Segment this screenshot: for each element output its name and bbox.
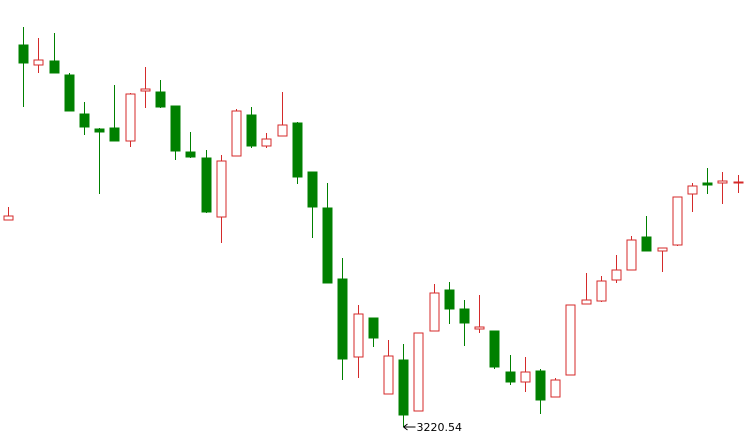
- candle-body: [520, 371, 531, 383]
- candle-body: [337, 278, 348, 360]
- candle-body: [687, 185, 698, 195]
- annotation: 3220.54: [417, 421, 463, 434]
- candle-body: [64, 74, 75, 112]
- candle-body: [444, 289, 455, 310]
- candle-body: [79, 113, 90, 128]
- candle-body: [170, 105, 181, 152]
- candle-body: [261, 138, 272, 147]
- candle-body: [489, 330, 500, 368]
- candle-body: [733, 181, 744, 184]
- annotation-arrowhead: [403, 423, 408, 431]
- candle-body: [550, 379, 561, 398]
- candle-body: [292, 122, 303, 178]
- candle-body: [626, 239, 637, 271]
- candle-body: [474, 326, 485, 330]
- candle-body: [49, 60, 60, 74]
- candle-body: [216, 160, 227, 218]
- candle-body: [185, 151, 196, 158]
- candle-body: [155, 91, 166, 108]
- candle-body: [201, 157, 212, 213]
- candle-body: [125, 93, 136, 142]
- candle-body: [140, 88, 151, 92]
- candle-body: [657, 247, 668, 252]
- candle-body: [565, 304, 576, 376]
- candle-body: [717, 180, 728, 184]
- candle-body: [535, 370, 546, 401]
- candle-body: [429, 292, 440, 332]
- candle-body: [353, 313, 364, 358]
- candle-body: [672, 196, 683, 246]
- candle-body: [413, 332, 424, 412]
- candle-body: [231, 110, 242, 157]
- candle-body: [641, 236, 652, 252]
- candle-body: [702, 182, 713, 186]
- candle-body: [109, 127, 120, 142]
- candle-body: [398, 359, 409, 416]
- candle-body: [596, 280, 607, 302]
- candle-body: [383, 355, 394, 395]
- candle-body: [581, 299, 592, 305]
- candle-body: [322, 207, 333, 284]
- candle-body: [33, 59, 44, 66]
- candle-body: [368, 317, 379, 339]
- candle-body: [611, 269, 622, 281]
- candle-body: [246, 114, 257, 147]
- candle-body: [459, 308, 470, 324]
- candle-body: [307, 171, 318, 208]
- candle-body: [18, 44, 29, 64]
- candle-body: [505, 371, 516, 383]
- candle-body: [3, 215, 14, 221]
- candle-body: [277, 124, 288, 137]
- candle-body: [94, 128, 105, 133]
